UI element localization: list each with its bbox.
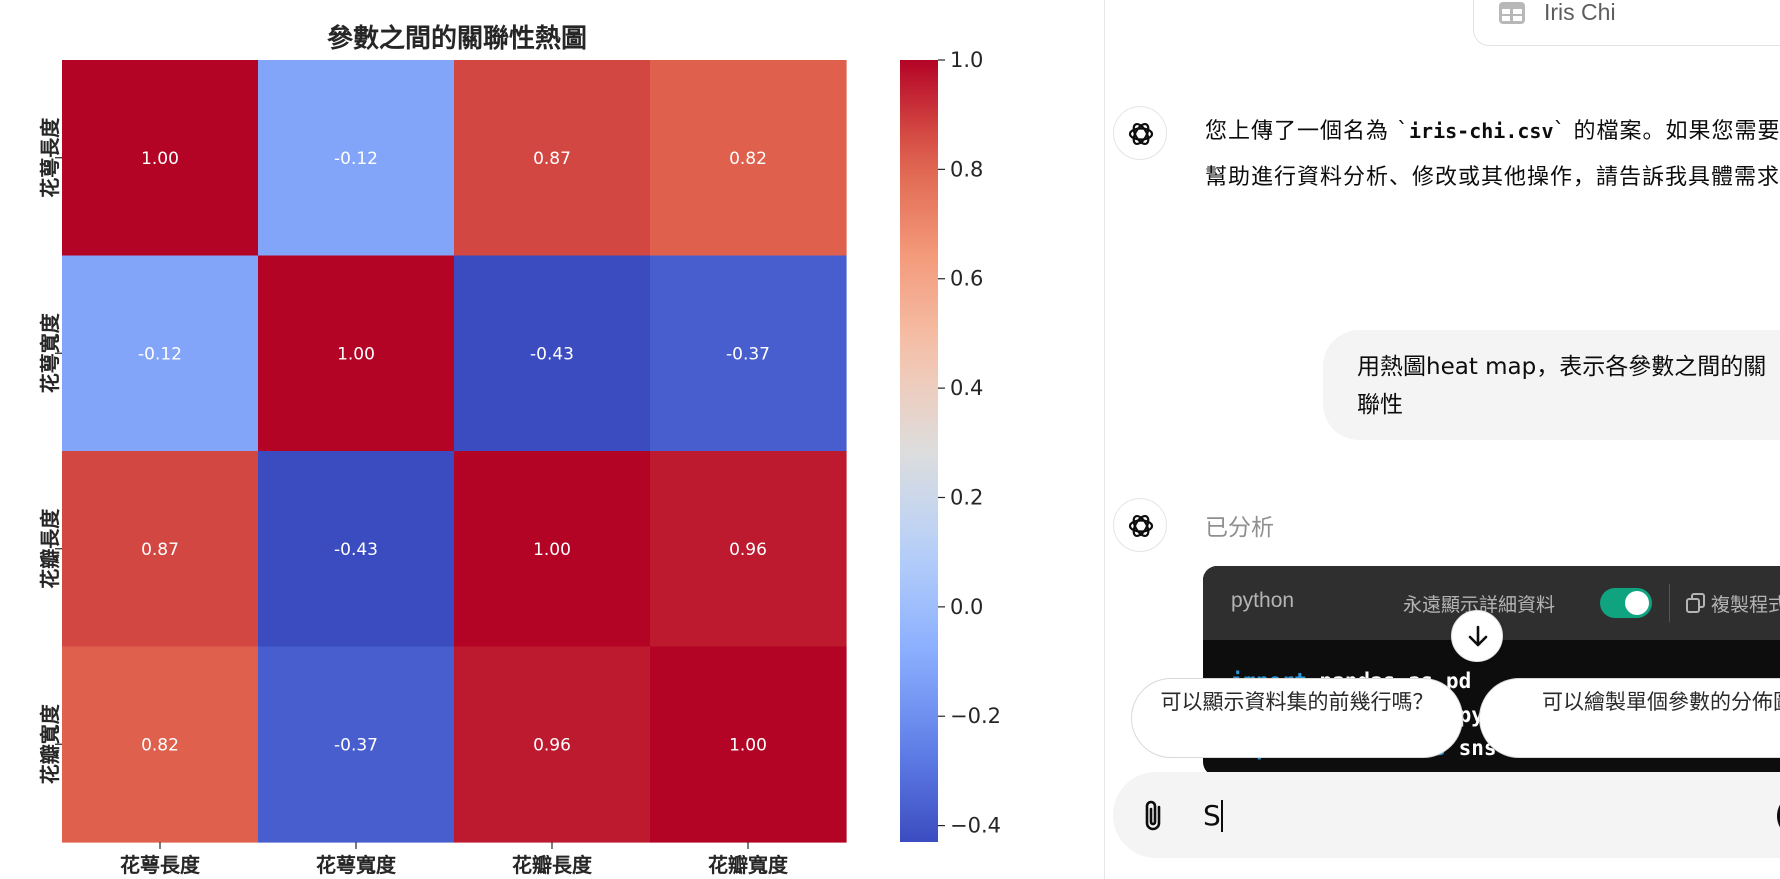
heatmap-value-label: -0.43 bbox=[530, 344, 574, 364]
colorbar-tick-label: −0.4 bbox=[950, 814, 1001, 838]
heatmap-value-label: -0.43 bbox=[334, 540, 378, 560]
heatmap-cell bbox=[62, 255, 259, 452]
colorbar-tick-label: 0.0 bbox=[950, 595, 983, 619]
heatmap-cell bbox=[62, 451, 259, 648]
table-file-icon bbox=[1499, 2, 1525, 24]
colorbar bbox=[900, 60, 938, 842]
code-block-header: python 永遠顯示詳細資料 複製程式碼 bbox=[1203, 566, 1780, 640]
colorbar-tick-label: −0.2 bbox=[950, 704, 1001, 728]
colorbar-tick-label: 0.6 bbox=[950, 267, 983, 291]
chart-title: 參數之間的關聯性熱圖 bbox=[327, 23, 587, 54]
message-input[interactable] bbox=[1203, 790, 1763, 840]
arrow-down-icon bbox=[1468, 625, 1488, 647]
heatmap-cell bbox=[258, 646, 455, 843]
file-name: Iris Chi bbox=[1544, 0, 1616, 25]
copy-code-button[interactable]: 複製程式碼 bbox=[1711, 594, 1780, 616]
code-language: python bbox=[1231, 589, 1295, 612]
always-show-details-label: 永遠顯示詳細資料 bbox=[1403, 594, 1556, 616]
heatmap-value-label: 0.87 bbox=[141, 540, 179, 560]
heatmap-image: 參數之間的關聯性熱圖 1.00 -0.12 0.87 0.82 -0.12 1.00 -0.… bbox=[38, 23, 1001, 877]
heatmap-cell bbox=[258, 255, 455, 452]
assistant-message: 您上傳了一個名為 `iris-chi.csv` 的檔案。如果您需要我幫助進行資料… bbox=[1205, 108, 1780, 201]
col-label: 花萼寬度 bbox=[316, 853, 397, 877]
inline-code-filename: iris-chi.csv bbox=[1409, 119, 1554, 143]
heatmap-value-label: 1.00 bbox=[729, 735, 767, 755]
heatmap-col-labels: 花萼長度 花萼寬度 花瓣長度 花瓣寬度 bbox=[120, 842, 789, 877]
assistant-avatar bbox=[1113, 106, 1167, 160]
heatmap-cell bbox=[62, 60, 259, 257]
heatmap-value-label: -0.12 bbox=[334, 149, 378, 169]
heatmap-value-label: -0.37 bbox=[726, 344, 770, 364]
heatmap-cell bbox=[454, 255, 651, 452]
heatmap-value-label: 0.82 bbox=[729, 149, 767, 169]
heatmap-value-label: 1.00 bbox=[141, 149, 179, 169]
heatmap-value-label: 0.96 bbox=[729, 540, 767, 560]
row-label: 花瓣寬度 bbox=[38, 703, 62, 784]
copy-icon[interactable] bbox=[1685, 592, 1707, 614]
send-button[interactable] bbox=[1777, 793, 1780, 839]
panel-divider bbox=[1104, 0, 1105, 879]
heatmap-chart: 參數之間的關聯性熱圖 1.00 -0.12 0.87 0.82 -0.12 1.00 -0.… bbox=[38, 23, 1001, 877]
heatmap-cell bbox=[650, 255, 847, 452]
colorbar-tick-label: 0.2 bbox=[950, 485, 983, 509]
heatmap-cell bbox=[650, 60, 847, 257]
message-composer bbox=[1113, 772, 1780, 858]
uploaded-file-chip[interactable]: Iris Chi bbox=[1473, 0, 1780, 46]
row-label: 花萼寬度 bbox=[38, 312, 62, 393]
user-message-text: 用熱圖heat map，表示各參數之間的關聯性 bbox=[1357, 354, 1767, 418]
analyzed-label[interactable]: 已分析 bbox=[1205, 515, 1274, 541]
col-label: 花瓣長度 bbox=[512, 853, 593, 877]
heatmap-cell bbox=[258, 451, 455, 648]
text-caret bbox=[1221, 800, 1223, 832]
heatmap-value-label: 0.96 bbox=[533, 735, 571, 755]
paperclip-icon[interactable] bbox=[1139, 798, 1169, 834]
heatmap-value-label: 1.00 bbox=[533, 540, 571, 560]
heatmap-value-labels: 1.00 -0.12 0.87 0.82 -0.12 1.00 -0.43 -0.37 0.87… bbox=[138, 149, 770, 756]
assistant-avatar bbox=[1113, 498, 1167, 552]
header-separator bbox=[1669, 584, 1670, 622]
suggestion-chip[interactable]: 可以顯示資料集的前幾行嗎？ bbox=[1131, 678, 1463, 758]
suggestion-chip[interactable]: 可以繪製單個參數的分佈圖嗎？ bbox=[1479, 678, 1780, 758]
heatmap-cells bbox=[62, 60, 847, 843]
heatmap-value-label: 0.87 bbox=[533, 149, 571, 169]
always-show-details-toggle[interactable] bbox=[1600, 588, 1652, 618]
colorbar-tick-label: 0.4 bbox=[950, 376, 983, 400]
colorbar-tick-label: 0.8 bbox=[950, 157, 983, 181]
colorbar-ticks: 1.0 0.8 0.6 0.4 0.2 0.0 −0.2 −0.4 bbox=[938, 48, 1001, 838]
chat-panel: Iris Chi 您上傳了一個名為 `iris-chi.csv` 的檔案。如果您… bbox=[1105, 0, 1780, 879]
openai-logo-icon bbox=[1128, 122, 1154, 146]
col-label: 花萼長度 bbox=[120, 853, 201, 877]
message-text: ` 的檔案。如果您需要我幫助進行資料分析、修改或其他操作，請告訴我具體需求。 bbox=[1205, 119, 1780, 190]
heatmap-cell bbox=[454, 646, 651, 843]
heatmap-cell bbox=[650, 646, 847, 843]
openai-logo-icon bbox=[1128, 514, 1154, 538]
heatmap-cell bbox=[258, 60, 455, 257]
heatmap-value-label: -0.37 bbox=[334, 735, 378, 755]
heatmap-value-label: 0.82 bbox=[141, 735, 179, 755]
heatmap-cell bbox=[454, 451, 651, 648]
scroll-to-bottom-button[interactable] bbox=[1451, 610, 1503, 662]
heatmap-cell bbox=[62, 646, 259, 843]
heatmap-cell bbox=[454, 60, 651, 257]
colorbar-tick-label: 1.0 bbox=[950, 48, 983, 72]
user-message-bubble: 用熱圖heat map，表示各參數之間的關聯性 bbox=[1323, 330, 1780, 440]
heatmap-value-label: 1.00 bbox=[337, 344, 375, 364]
heatmap-value-label: -0.12 bbox=[138, 344, 182, 364]
col-label: 花瓣寬度 bbox=[708, 853, 789, 877]
row-label: 花萼長度 bbox=[38, 117, 62, 198]
heatmap-cell bbox=[650, 451, 847, 648]
row-label: 花瓣長度 bbox=[38, 508, 62, 589]
message-text: 您上傳了一個名為 ` bbox=[1205, 119, 1409, 144]
toggle-knob bbox=[1625, 591, 1649, 615]
